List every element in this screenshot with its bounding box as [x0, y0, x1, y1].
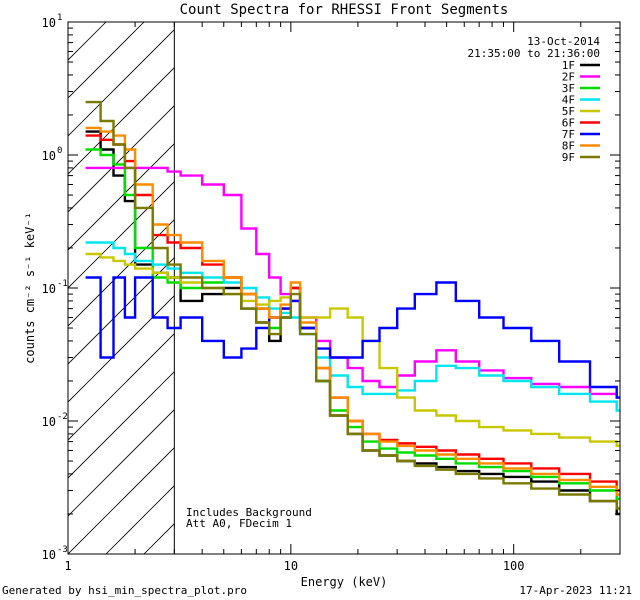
x-tick-label: 100	[503, 559, 525, 573]
x-tick-label: 1	[64, 559, 71, 573]
hatch-line	[68, 67, 175, 175]
hatch-line	[68, 371, 175, 479]
y-tick-label: 10	[42, 16, 56, 30]
x-axis-label: Energy (keV)	[301, 575, 388, 589]
chart-title: Count Spectra for RHESSI Front Segments	[180, 2, 509, 18]
y-tick-exponent: -3	[57, 545, 68, 555]
hatch-lines	[68, 22, 640, 554]
legend-label-6f: 6F	[562, 117, 575, 130]
legend-label-7f: 7F	[562, 128, 575, 141]
y-tick-exponent: 0	[57, 146, 62, 156]
hatch-line	[68, 105, 175, 213]
hatch-line	[68, 29, 175, 137]
y-tick-exponent: -2	[57, 412, 68, 422]
hatch-line	[68, 219, 175, 327]
series-line-5f	[85, 252, 620, 448]
y-tick-label: 10	[42, 282, 56, 296]
hatch-line	[68, 447, 175, 554]
observation-time-range: 21:35:00 to 21:36:00	[468, 47, 600, 60]
series-line-8f	[85, 126, 620, 496]
series-line-4f	[85, 241, 620, 412]
series-line-7f	[85, 276, 620, 399]
hatch-line	[372, 22, 640, 554]
y-tick-exponent: 1	[57, 13, 62, 23]
legend-label-9f: 9F	[562, 151, 575, 164]
x-tick-label: 10	[284, 559, 298, 573]
series-line-9f	[85, 100, 620, 510]
y-tick-label: 10	[42, 548, 56, 562]
footer-timestamp: 17-Apr-2023 11:21	[519, 584, 632, 597]
observation-date: 13-Oct-2014	[527, 35, 600, 48]
excluded-energy-hatch	[68, 22, 640, 554]
y-tick-exponent: -1	[57, 279, 68, 289]
series-line-2f	[85, 166, 620, 399]
y-tick-label: 10	[42, 415, 56, 429]
hatch-line	[410, 22, 640, 554]
spectra-series-lines	[85, 100, 620, 516]
annotation-attenuator: Att A0, FDecim 1	[186, 517, 292, 530]
legend-label-3f: 3F	[562, 82, 575, 95]
legend-label-1f: 1F	[562, 59, 575, 72]
legend-label-5f: 5F	[562, 105, 575, 118]
annotation-background: Includes Background	[186, 506, 312, 519]
y-axis-label: counts cm⁻² s⁻¹ keV⁻¹	[23, 212, 37, 364]
legend-label-8f: 8F	[562, 140, 575, 153]
y-tick-label: 10	[42, 149, 56, 163]
legend-label-2f: 2F	[562, 71, 575, 84]
series-line-3f	[85, 148, 620, 500]
series-line-6f	[85, 134, 620, 492]
hatch-line	[68, 257, 175, 365]
hatch-line	[68, 409, 175, 517]
legend-label-4f: 4F	[562, 94, 575, 107]
footer-generated-by: Generated by hsi_min_spectra_plot.pro	[2, 584, 247, 597]
